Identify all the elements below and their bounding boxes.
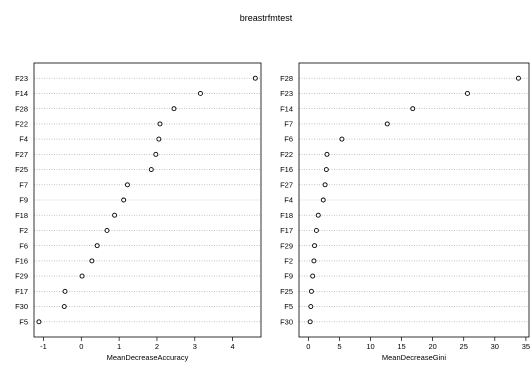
x-tick-label: 15 <box>397 342 405 351</box>
data-point <box>312 243 317 249</box>
category-label: F29 <box>15 272 28 281</box>
data-point <box>252 75 258 81</box>
data-point <box>324 151 330 157</box>
x-tick-label: 25 <box>460 342 468 351</box>
category-label: F17 <box>15 287 28 296</box>
category-label: F28 <box>280 74 293 83</box>
data-point <box>94 243 100 249</box>
category-label: F22 <box>15 119 28 128</box>
category-label: F5 <box>284 302 293 311</box>
x-tick-label: 5 <box>337 342 341 351</box>
category-label: F29 <box>280 241 293 250</box>
data-point <box>339 136 345 142</box>
x-axis-title: MeanDecreaseAccuracy <box>107 353 189 362</box>
data-point <box>61 304 67 310</box>
x-tick-label: 2 <box>155 342 159 351</box>
category-label: F16 <box>280 165 293 174</box>
category-label: F22 <box>280 150 293 159</box>
category-label: F30 <box>280 317 293 326</box>
data-point <box>384 121 390 127</box>
category-label: F28 <box>15 104 28 113</box>
x-tick-label: 20 <box>428 342 436 351</box>
data-point <box>89 258 95 264</box>
data-point <box>153 151 159 157</box>
category-label: F25 <box>280 287 293 296</box>
panel-mean-decrease-gini: F28 F23 F14 F7 F6 F22 F16 F27 F4 F18 F17 F29 F2 F9 F25… <box>280 62 530 362</box>
category-label: F18 <box>280 211 293 220</box>
category-label: F7 <box>19 180 28 189</box>
data-point <box>313 227 319 233</box>
x-tick-label: 0 <box>79 342 83 351</box>
data-point <box>310 273 316 279</box>
data-point <box>36 319 42 325</box>
data-point <box>465 90 470 96</box>
data-point <box>112 212 118 218</box>
category-label: F17 <box>280 226 293 235</box>
plot-frame <box>298 62 530 338</box>
x-axis-title: MeanDecreaseGini <box>382 353 447 362</box>
data-point <box>308 304 314 310</box>
x-tick-label: 4 <box>231 342 235 351</box>
data-point <box>198 90 203 96</box>
x-tick-label: 1 <box>117 342 121 351</box>
category-label: F4 <box>19 135 28 144</box>
category-label: F25 <box>15 165 28 174</box>
category-label: F9 <box>284 272 293 281</box>
data-point <box>322 182 328 188</box>
data-point <box>320 197 326 203</box>
data-point <box>323 167 329 173</box>
x-tick-label: 10 <box>366 342 374 351</box>
data-point <box>104 227 110 233</box>
data-point <box>308 288 314 294</box>
x-tick-label: 3 <box>193 342 197 351</box>
x-tick-label: 35 <box>522 342 530 351</box>
category-label: F2 <box>19 226 28 235</box>
x-tick-label: 0 <box>306 342 310 351</box>
category-label: F9 <box>19 196 28 205</box>
category-label: F6 <box>19 241 28 250</box>
category-label: F7 <box>284 119 293 128</box>
category-label: F4 <box>284 196 293 205</box>
category-label: F2 <box>284 256 293 265</box>
category-label: F6 <box>284 135 293 144</box>
panel-mean-decrease-accuracy: F23 F14 F28 F22 F4 F27 F25 F7 F9 F18 F2 F6 F16 F29 F17… <box>15 62 262 362</box>
data-point <box>515 75 521 81</box>
chart-title: breastrfmtest <box>240 13 293 23</box>
category-label: F23 <box>15 74 28 83</box>
category-label: F27 <box>15 150 28 159</box>
category-label: F5 <box>19 317 28 326</box>
data-point <box>79 273 85 279</box>
category-label: F23 <box>280 89 293 98</box>
data-point <box>315 212 321 218</box>
data-point <box>157 121 163 127</box>
data-point <box>124 182 130 188</box>
data-point <box>156 136 162 142</box>
category-label: F16 <box>15 256 28 265</box>
category-label: F14 <box>15 89 28 98</box>
data-point <box>311 258 317 264</box>
category-label: F30 <box>15 302 28 311</box>
data-point <box>171 106 177 112</box>
data-point <box>62 288 68 294</box>
data-point <box>148 167 154 173</box>
data-point <box>410 106 416 112</box>
plot-frame <box>33 62 262 338</box>
x-tick-label: -1 <box>40 342 47 351</box>
data-point <box>307 319 313 325</box>
x-tick-label: 30 <box>491 342 499 351</box>
category-label: F18 <box>15 211 28 220</box>
category-label: F14 <box>280 104 293 113</box>
data-point <box>121 197 127 203</box>
category-label: F27 <box>280 180 293 189</box>
